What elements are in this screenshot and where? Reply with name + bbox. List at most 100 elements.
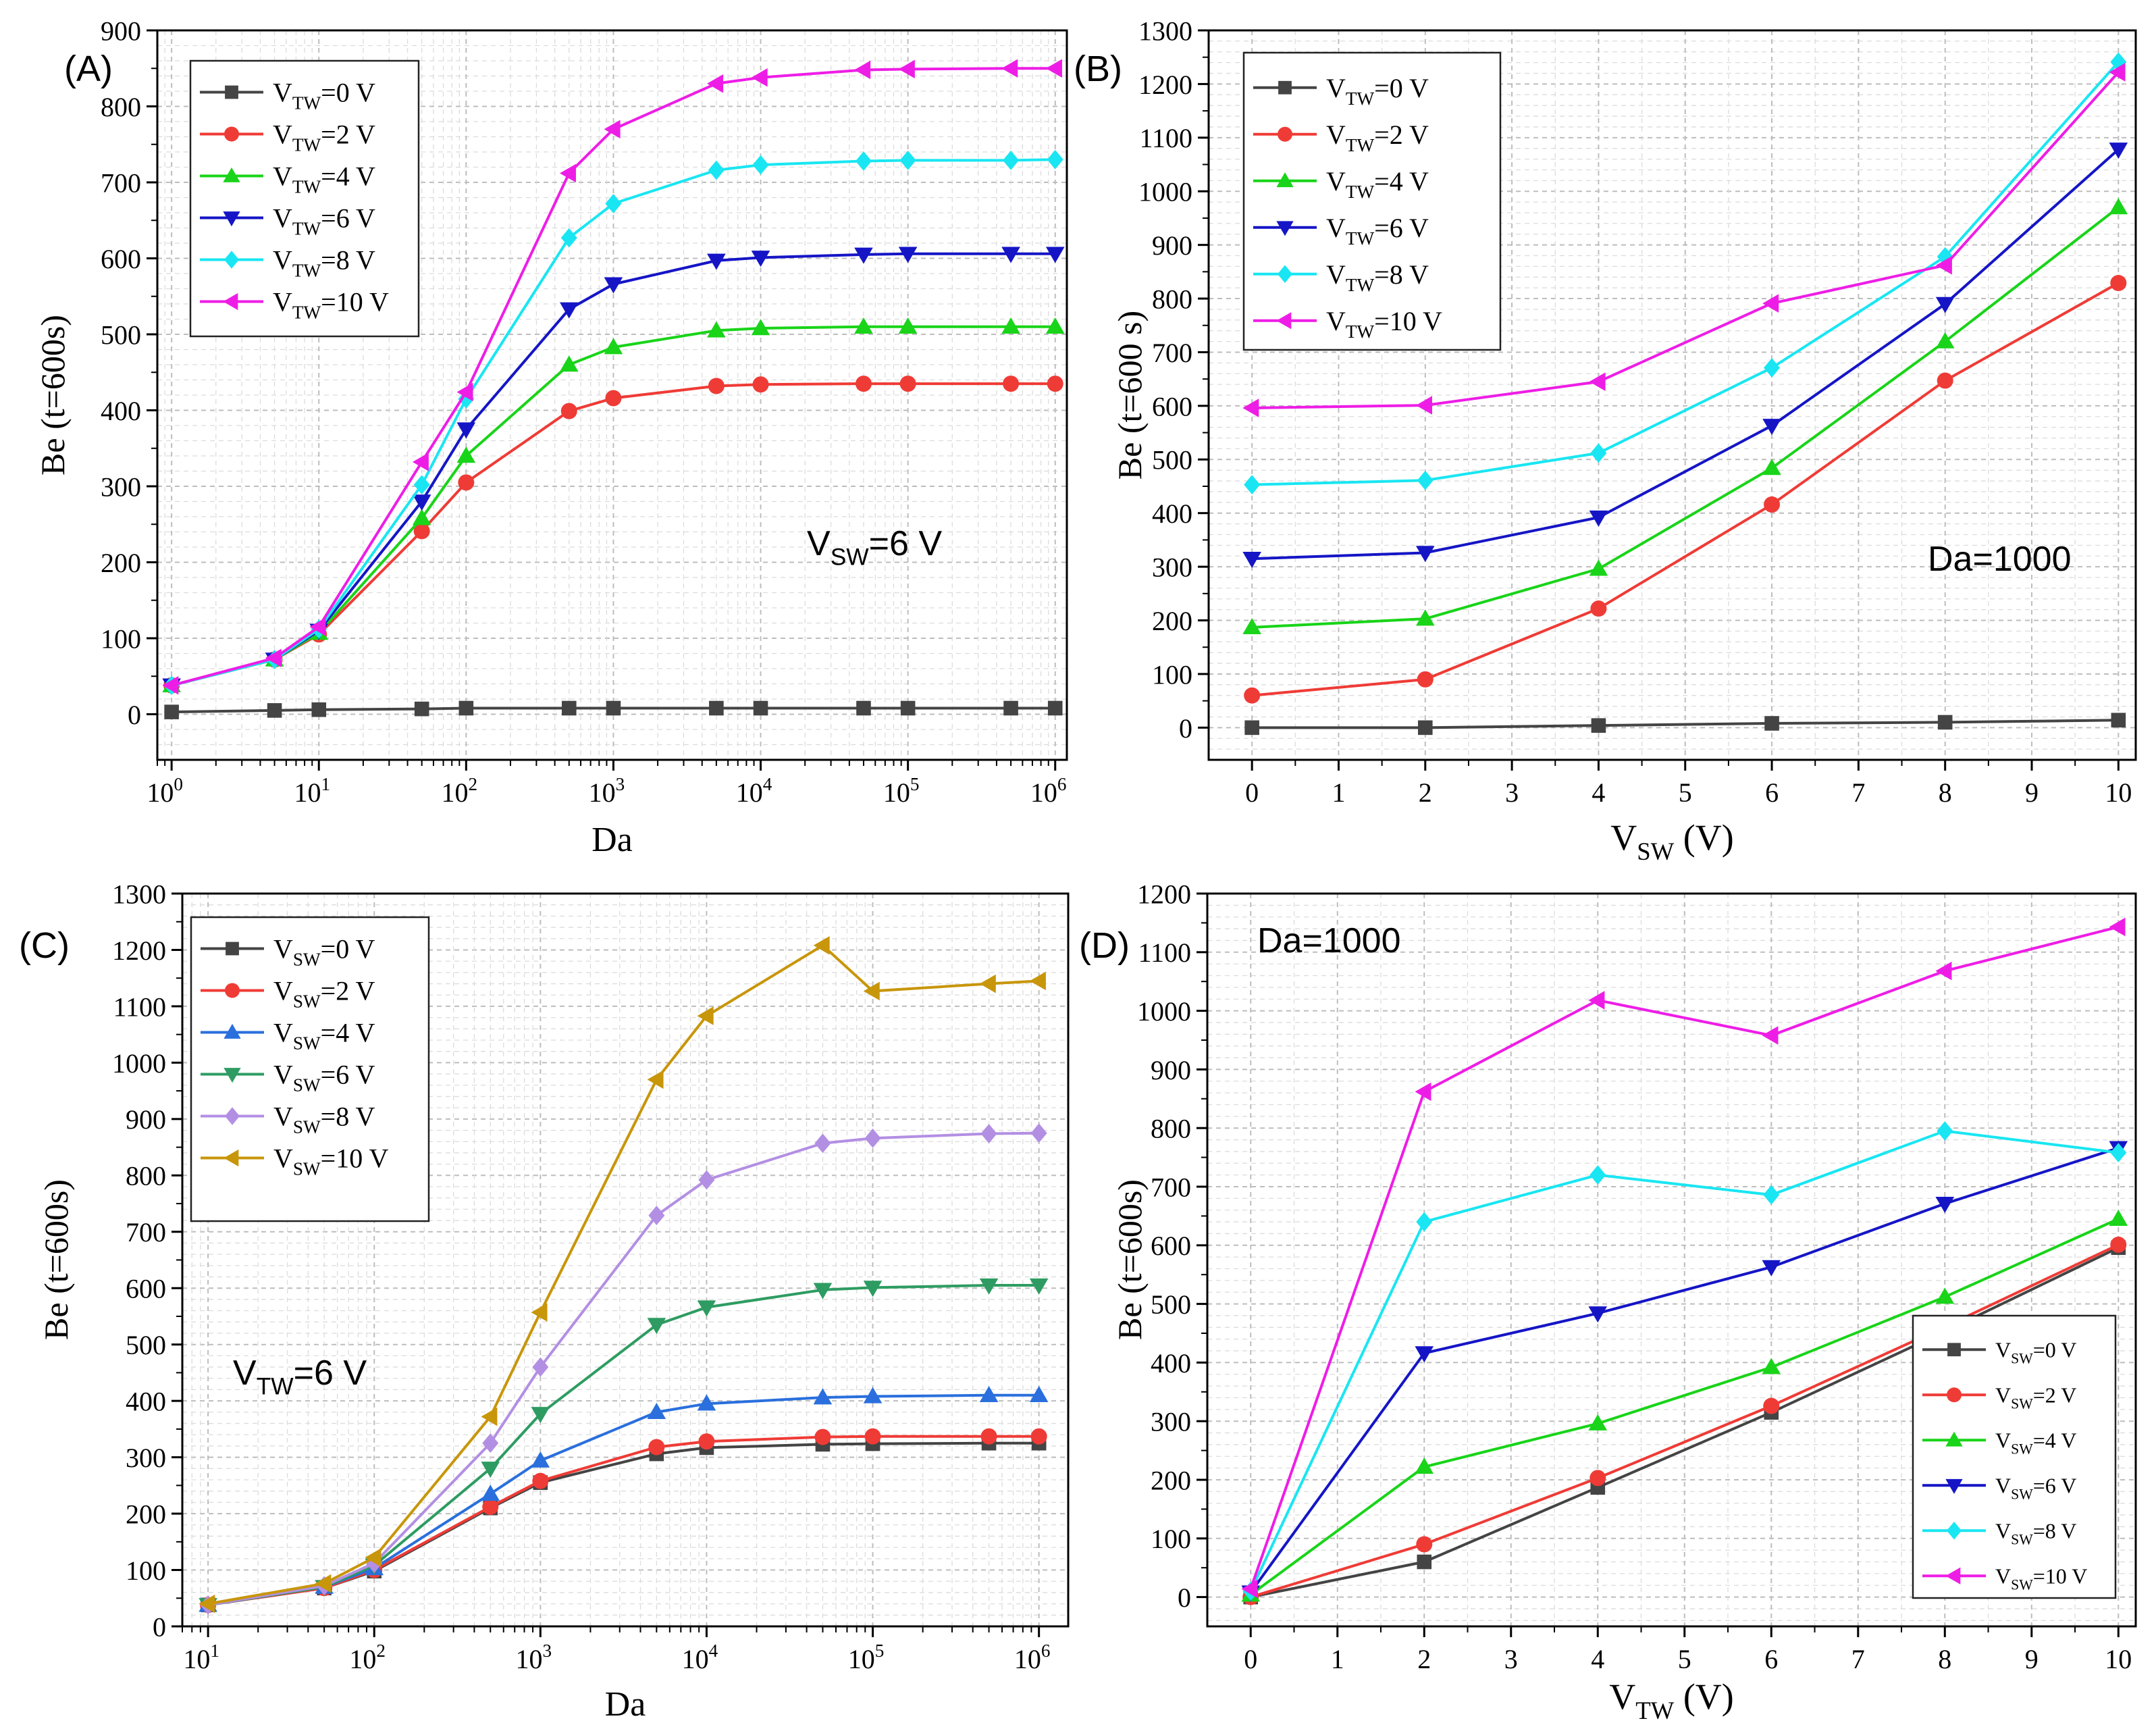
label-main: V — [1995, 1337, 2011, 1362]
legend-item: VSW=8 V — [1922, 1518, 2076, 1547]
series-vtw-2-v — [1244, 275, 2127, 704]
legend-item: VTW=0 V — [200, 78, 375, 113]
data-point — [752, 155, 769, 175]
legend-marker — [1947, 1343, 1961, 1357]
x-tick-base: 10 — [589, 777, 616, 808]
x-tick-exponent: 6 — [1057, 774, 1067, 794]
legend-item: VSW=10 V — [201, 1143, 389, 1179]
data-point — [1029, 1278, 1049, 1295]
data-point — [1590, 600, 1607, 617]
x-tick-label: 1 — [1331, 1644, 1344, 1674]
x-tick-base: 10 — [442, 777, 469, 808]
data-point — [1030, 1123, 1047, 1143]
label-rest: =8 V — [2033, 1518, 2077, 1543]
data-point — [604, 120, 621, 139]
label-rest: =6 V — [321, 203, 375, 234]
data-point — [1935, 256, 1952, 275]
x-tick-label: 100 — [147, 774, 183, 808]
x-tick-label: 10 — [2105, 1644, 2132, 1674]
legend-marker — [1945, 1567, 1961, 1584]
label-subscript: TW — [257, 1374, 294, 1400]
plot-frame — [1206, 892, 2137, 1628]
data-point — [1417, 671, 1434, 688]
label-main: V — [273, 287, 292, 317]
x-tick-base: 10 — [736, 777, 763, 808]
x-tick-label: 103 — [589, 774, 625, 808]
data-point — [2110, 1236, 2127, 1253]
x-axis-title: Da — [591, 821, 633, 859]
y-tick-label: 0 — [128, 700, 141, 730]
data-point — [856, 700, 871, 716]
x-tick-base: 10 — [183, 1644, 210, 1674]
label-subscript: SW — [293, 1075, 321, 1096]
label-rest: =0 V — [321, 78, 375, 108]
data-point — [698, 1433, 715, 1450]
data-point — [1001, 59, 1018, 78]
data-point — [708, 160, 725, 180]
label-subscript: TW — [292, 261, 321, 281]
x-axis: 0 1 2 3 4 5 6 7 8 9 10 — [1244, 1626, 2132, 1674]
label-subscript: TW — [292, 177, 321, 197]
label-rest: =6 V — [321, 1060, 375, 1090]
label-rest: =6 V — [1374, 213, 1429, 243]
data-point — [900, 700, 916, 716]
legend-marker — [225, 1107, 240, 1125]
data-point — [854, 317, 873, 334]
legend-label: VTW=10 V — [1326, 306, 1442, 342]
x-tick-exponent: 3 — [616, 774, 625, 794]
data-point — [309, 617, 326, 636]
y-tick-label: 1000 — [112, 1048, 166, 1079]
data-point — [1762, 459, 1781, 475]
plot-frame — [156, 29, 1068, 761]
x-tick-label: 105 — [883, 774, 920, 808]
y-tick-label: 800 — [1151, 1114, 1191, 1144]
legend-marker — [223, 292, 238, 311]
y-tick-label: 500 — [1152, 445, 1192, 475]
y-tick-label: 1300 — [1138, 16, 1192, 46]
data-point — [863, 1281, 883, 1297]
y-tick-label: 1100 — [1139, 123, 1192, 153]
series-vsw-4-v — [199, 1386, 1049, 1612]
data-point — [1935, 961, 1952, 981]
legend-marker — [1278, 265, 1292, 283]
legend-marker — [223, 211, 240, 227]
legend-marker — [225, 983, 240, 998]
y-axis-title: Be (t=600s) — [37, 1179, 75, 1340]
label-main: V — [1609, 1676, 1635, 1717]
data-point — [1415, 1082, 1431, 1102]
data-point — [752, 376, 769, 393]
y-tick-label: 1300 — [112, 879, 166, 909]
data-point — [1417, 720, 1433, 736]
y-tick-label: 900 — [126, 1104, 166, 1135]
data-point — [1589, 1165, 1606, 1185]
legend-item: VTW=10 V — [200, 287, 389, 323]
data-point — [1001, 247, 1020, 263]
data-point — [863, 1387, 883, 1403]
legend-label: VSW=4 V — [1995, 1428, 2076, 1457]
data-point — [1045, 59, 1062, 78]
data-point — [697, 1394, 716, 1411]
legend-item: VTW=4 V — [200, 161, 375, 197]
y-axis: 0 100 200 300 400 500 600 700 800 900 — [101, 16, 157, 730]
data-point — [1762, 1026, 1779, 1045]
x-tick-base: 10 — [349, 1644, 376, 1674]
legend-item: VSW=0 V — [201, 934, 375, 970]
legend-label: VSW=6 V — [1995, 1473, 2076, 1502]
label-subscript: SW — [2011, 1395, 2033, 1412]
data-point — [648, 1206, 665, 1225]
label-main: V — [1610, 817, 1637, 858]
x-tick-label: 101 — [294, 774, 330, 808]
series-vtw-10-v — [1242, 63, 2126, 417]
data-point — [697, 1300, 716, 1317]
y-tick-label: 0 — [1179, 713, 1192, 744]
legend-item: VTW=2 V — [1253, 120, 1429, 155]
data-point — [606, 700, 621, 716]
series-line — [1252, 148, 2120, 561]
label-main: V — [273, 1018, 293, 1048]
label-main: V — [273, 1060, 293, 1090]
annotation: Da=1000 — [1928, 540, 2072, 579]
label-subscript: SW — [293, 991, 321, 1012]
legend-marker — [224, 1023, 241, 1039]
